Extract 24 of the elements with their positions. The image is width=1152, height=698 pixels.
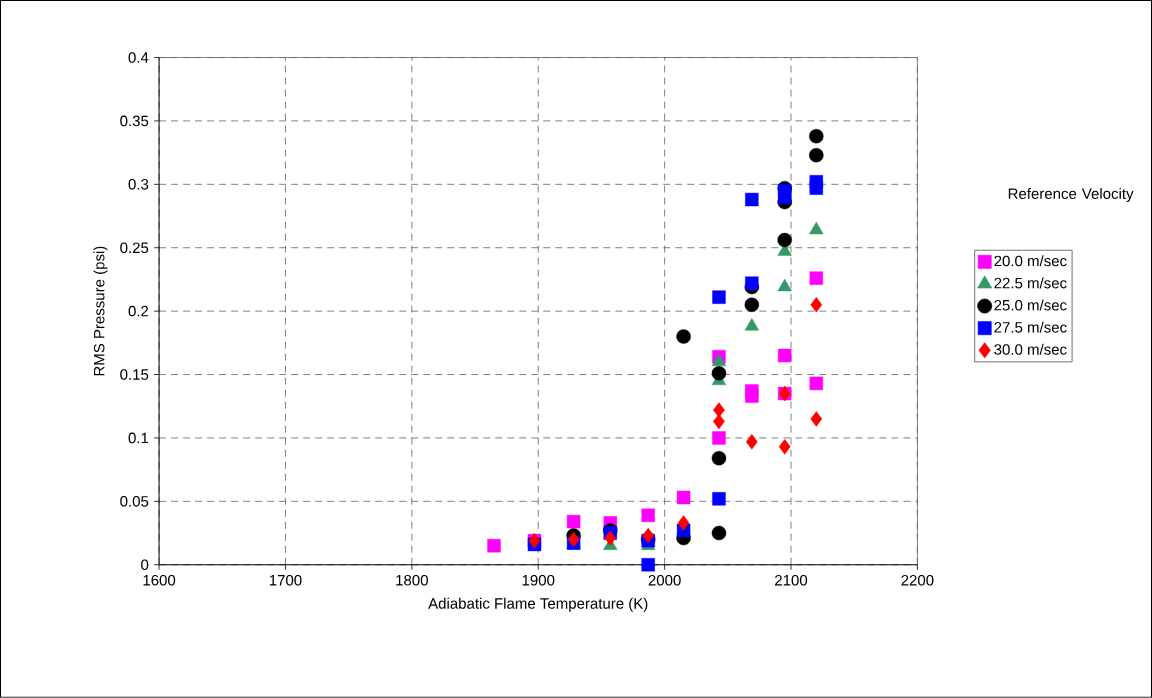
y-tick-label: 0.4: [128, 52, 149, 63]
y-tick-label: 0: [141, 559, 149, 571]
y-tick-label: 0.05: [120, 496, 149, 507]
x-tick-label: 2000: [648, 575, 681, 586]
x-tick-label: 1600: [143, 575, 176, 586]
legend-label: 22.5 m/sec: [994, 277, 1067, 289]
x-axis-title: Adiabatic Flame Temperature (K): [428, 597, 648, 612]
x-tick-label: 1800: [396, 575, 428, 586]
y-axis-title: RMS Pressure (psi): [93, 246, 108, 376]
legend-label: 25.0 m/sec: [994, 299, 1067, 311]
x-tick-label: 1700: [269, 575, 302, 586]
y-tick-label: 0.35: [120, 115, 149, 127]
legend-title: Reference Velocity: [1008, 188, 1134, 203]
legend-label: 30.0 m/sec: [994, 343, 1067, 355]
y-tick-label: 0.1: [128, 432, 149, 444]
x-tick-label: 2200: [901, 575, 934, 586]
y-tick-label: 0.3: [128, 179, 149, 190]
x-tick-label: 1900: [522, 575, 555, 586]
y-tick-label: 0.15: [120, 369, 149, 380]
y-tick-label: 0.2: [128, 305, 149, 317]
legend-label: 20.0 m/sec: [994, 255, 1067, 267]
x-tick-label: 2100: [775, 575, 808, 586]
y-tick-label: 0.25: [120, 242, 149, 254]
legend-label: 27.5 m/sec: [994, 321, 1067, 333]
